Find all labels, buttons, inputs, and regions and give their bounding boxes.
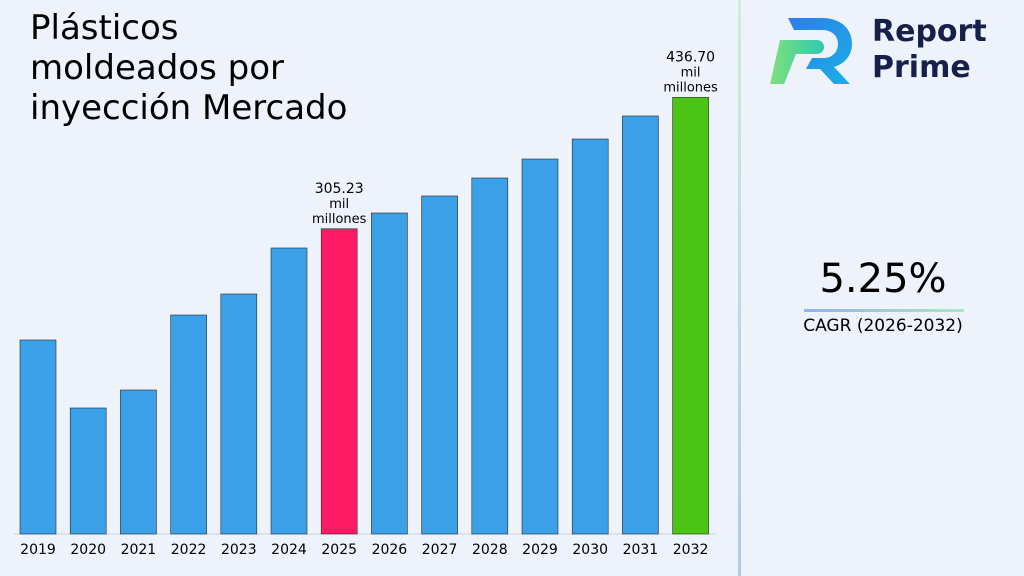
bar-2028 — [471, 177, 509, 535]
bar-chart: 2019 2020 2021 2022 2023 2024 2025 2026 2027 2028… — [14, 49, 718, 558]
bar-2029 — [521, 158, 559, 535]
title-line-2: moldeados por — [30, 48, 284, 88]
bar-2020 — [69, 407, 107, 535]
data-label-2032-1: mil — [681, 65, 701, 80]
data-label-2032-0: 436.70 — [666, 49, 715, 65]
cagr-underline — [804, 309, 964, 312]
tick-label-2019: 2019 — [20, 542, 56, 558]
bar-2031 — [622, 115, 659, 535]
bar-2023 — [220, 293, 258, 535]
brand-name-line-2: Prime — [872, 50, 971, 85]
bar-2027 — [421, 195, 458, 535]
report-prime-logo-icon — [770, 18, 852, 84]
title-line-1: Plásticos — [30, 8, 179, 48]
bar-2022 — [170, 314, 207, 535]
brand-name: Report Prime — [872, 14, 987, 86]
tick-label-2021: 2021 — [121, 542, 157, 558]
tick-label-2028: 2028 — [472, 542, 508, 558]
data-label-2025-1: mil — [329, 197, 349, 212]
tick-label-2027: 2027 — [422, 542, 458, 558]
title-line-3: inyección Mercado — [30, 88, 348, 128]
tick-label-2020: 2020 — [70, 542, 106, 558]
brand-name-line-1: Report — [872, 14, 987, 49]
bar-2025 — [320, 228, 358, 535]
bar-2024 — [270, 247, 308, 535]
tick-label-2026: 2026 — [372, 542, 408, 558]
data-label-2025-0: 305.23 — [315, 181, 364, 197]
tick-label-2022: 2022 — [171, 542, 207, 558]
data-label-2025-2: millones — [312, 212, 367, 227]
tick-label-2029: 2029 — [522, 542, 558, 558]
tick-label-2032: 2032 — [673, 542, 709, 558]
cagr-label: CAGR (2026-2032) — [803, 316, 963, 336]
tick-label-2023: 2023 — [221, 542, 257, 558]
tick-label-2031: 2031 — [623, 542, 659, 558]
bar-2032 — [672, 97, 709, 535]
divider — [738, 0, 741, 576]
data-label-2032-2: millones — [663, 80, 718, 95]
tick-label-2025: 2025 — [321, 542, 357, 558]
bar-2021 — [120, 389, 157, 535]
chart-title: Plásticos moldeados por inyección Mercad… — [30, 8, 430, 128]
cagr-value: 5.25% — [819, 256, 947, 302]
bar-2030 — [571, 138, 609, 535]
bar-2019 — [19, 339, 57, 535]
bar-2026 — [371, 212, 408, 535]
tick-label-2030: 2030 — [572, 542, 608, 558]
tick-label-2024: 2024 — [271, 542, 307, 558]
